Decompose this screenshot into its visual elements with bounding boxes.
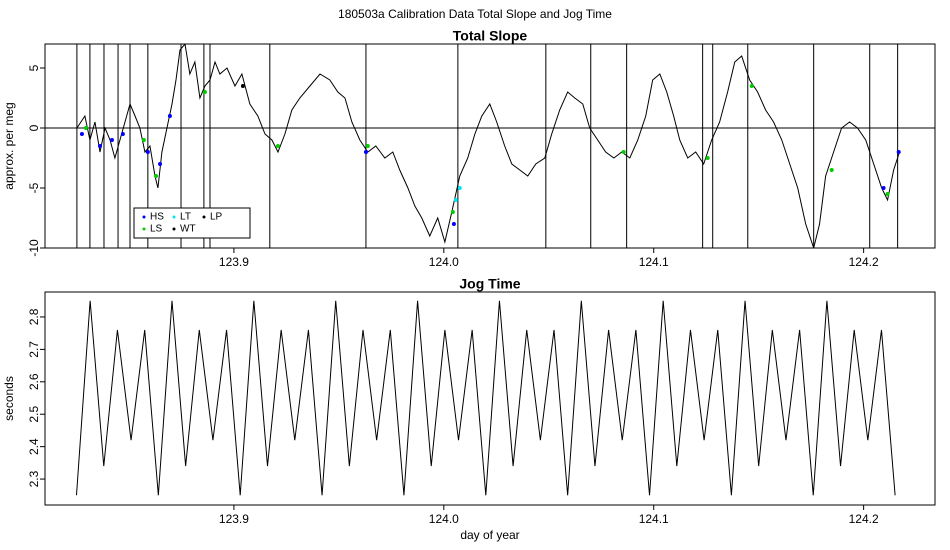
legend-label: LS — [150, 224, 163, 235]
x-axis-label: day of year — [460, 528, 519, 542]
legend-marker — [202, 215, 206, 219]
y-axis-label: seconds — [2, 376, 16, 421]
legend-marker — [142, 215, 146, 219]
y-tick-label: -10 — [27, 239, 41, 257]
data-point — [120, 132, 125, 136]
plot-area — [45, 44, 935, 248]
y-axis-label: approx. per meg — [2, 102, 16, 189]
data-point — [141, 138, 146, 142]
data-point — [896, 150, 901, 154]
data-point — [705, 156, 710, 160]
y-tick-label: 2.3 — [27, 470, 41, 487]
data-point — [202, 90, 207, 94]
x-tick-label: 123.9 — [219, 255, 249, 269]
legend-marker — [172, 215, 176, 219]
legend-label: LT — [180, 212, 191, 223]
y-tick-label: 2.7 — [27, 341, 41, 358]
legend-box — [133, 207, 251, 239]
data-point — [158, 162, 163, 166]
data-point — [450, 210, 455, 214]
y-tick-label: 2.6 — [27, 373, 41, 390]
data-point — [167, 114, 172, 118]
data-point — [363, 150, 368, 154]
x-tick-label: 124.0 — [429, 512, 459, 526]
data-line — [75, 300, 896, 496]
legend-label: WT — [180, 224, 196, 235]
data-point — [621, 150, 626, 154]
panel-title: Total Slope — [453, 28, 528, 44]
plot-frame — [44, 291, 936, 506]
data-point — [154, 174, 159, 178]
legend-marker — [172, 227, 176, 231]
legend-label: LP — [210, 212, 223, 223]
x-tick-label: 123.9 — [219, 512, 249, 526]
super-title: 180503a Calibration Data Total Slope and… — [338, 7, 612, 21]
data-point — [451, 222, 456, 226]
panel-title: Jog Time — [459, 276, 520, 292]
x-tick-label: 124.0 — [429, 255, 459, 269]
data-point — [275, 144, 280, 148]
x-tick-label: 124.1 — [639, 255, 669, 269]
plot-area — [75, 300, 896, 496]
data-point — [885, 192, 890, 196]
data-point — [457, 186, 462, 190]
data-point — [83, 126, 88, 130]
data-point — [365, 144, 370, 148]
data-point — [145, 150, 150, 154]
x-tick-label: 124.2 — [849, 512, 879, 526]
x-tick-label: 124.2 — [849, 255, 879, 269]
data-point — [79, 132, 84, 136]
y-tick-label: 5 — [27, 64, 41, 71]
data-point — [453, 198, 458, 202]
data-point — [240, 84, 245, 88]
y-tick-label: 2.5 — [27, 406, 41, 423]
y-tick-label: 2.4 — [27, 438, 41, 455]
data-point — [829, 168, 834, 172]
data-point — [109, 138, 114, 142]
x-tick-label: 124.1 — [639, 512, 669, 526]
data-point — [97, 144, 102, 148]
data-point — [881, 186, 886, 190]
data-point — [749, 84, 754, 88]
y-tick-label: -5 — [27, 182, 41, 193]
y-tick-label: 2.8 — [27, 308, 41, 325]
plot-frame — [44, 43, 936, 249]
y-tick-label: 0 — [27, 124, 41, 131]
legend-marker — [142, 227, 146, 231]
legend-label: HS — [150, 212, 164, 223]
